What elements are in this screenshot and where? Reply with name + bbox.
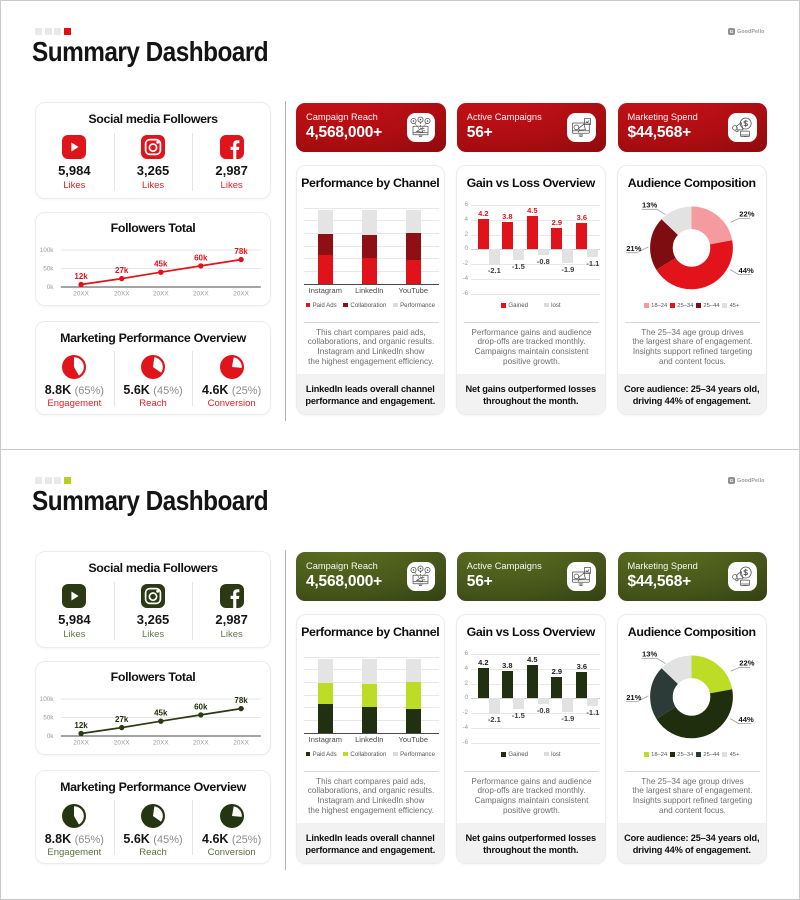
svg-text:20XX: 20XX bbox=[73, 291, 89, 298]
svg-text:78k: 78k bbox=[234, 696, 248, 705]
svg-text:20XX: 20XX bbox=[193, 291, 209, 298]
svg-text:20XX: 20XX bbox=[193, 740, 209, 747]
svg-text:0k: 0k bbox=[47, 284, 55, 291]
svg-text:20XX: 20XX bbox=[233, 740, 249, 747]
svg-text:60k: 60k bbox=[194, 253, 208, 262]
svg-text:G: G bbox=[730, 478, 734, 483]
svg-text:78k: 78k bbox=[234, 247, 248, 256]
svg-text:20XX: 20XX bbox=[153, 291, 169, 298]
svg-text:100k: 100k bbox=[40, 247, 55, 254]
svg-text:44%: 44% bbox=[739, 266, 754, 275]
svg-text:45k: 45k bbox=[154, 260, 168, 269]
svg-text:13%: 13% bbox=[642, 650, 657, 659]
svg-text:22%: 22% bbox=[739, 659, 754, 668]
svg-text:20XX: 20XX bbox=[153, 740, 169, 747]
svg-text:50k: 50k bbox=[43, 715, 54, 722]
svg-text:60k: 60k bbox=[194, 702, 208, 711]
svg-text:45k: 45k bbox=[154, 709, 168, 718]
svg-text:20XX: 20XX bbox=[114, 740, 130, 747]
svg-text:27k: 27k bbox=[115, 266, 129, 275]
svg-text:100k: 100k bbox=[40, 696, 55, 703]
svg-text:44%: 44% bbox=[739, 715, 754, 724]
svg-text:12k: 12k bbox=[74, 721, 88, 730]
svg-text:12k: 12k bbox=[74, 272, 88, 281]
svg-text:20XX: 20XX bbox=[114, 291, 130, 298]
svg-text:21%: 21% bbox=[626, 693, 641, 702]
svg-text:22%: 22% bbox=[739, 210, 754, 219]
svg-text:G: G bbox=[730, 29, 734, 34]
svg-text:13%: 13% bbox=[642, 201, 657, 210]
svg-text:20XX: 20XX bbox=[73, 740, 89, 747]
svg-text:20XX: 20XX bbox=[233, 291, 249, 298]
svg-text:0k: 0k bbox=[47, 733, 55, 740]
svg-text:50k: 50k bbox=[43, 266, 54, 273]
svg-text:21%: 21% bbox=[626, 244, 641, 253]
svg-text:27k: 27k bbox=[115, 715, 129, 724]
